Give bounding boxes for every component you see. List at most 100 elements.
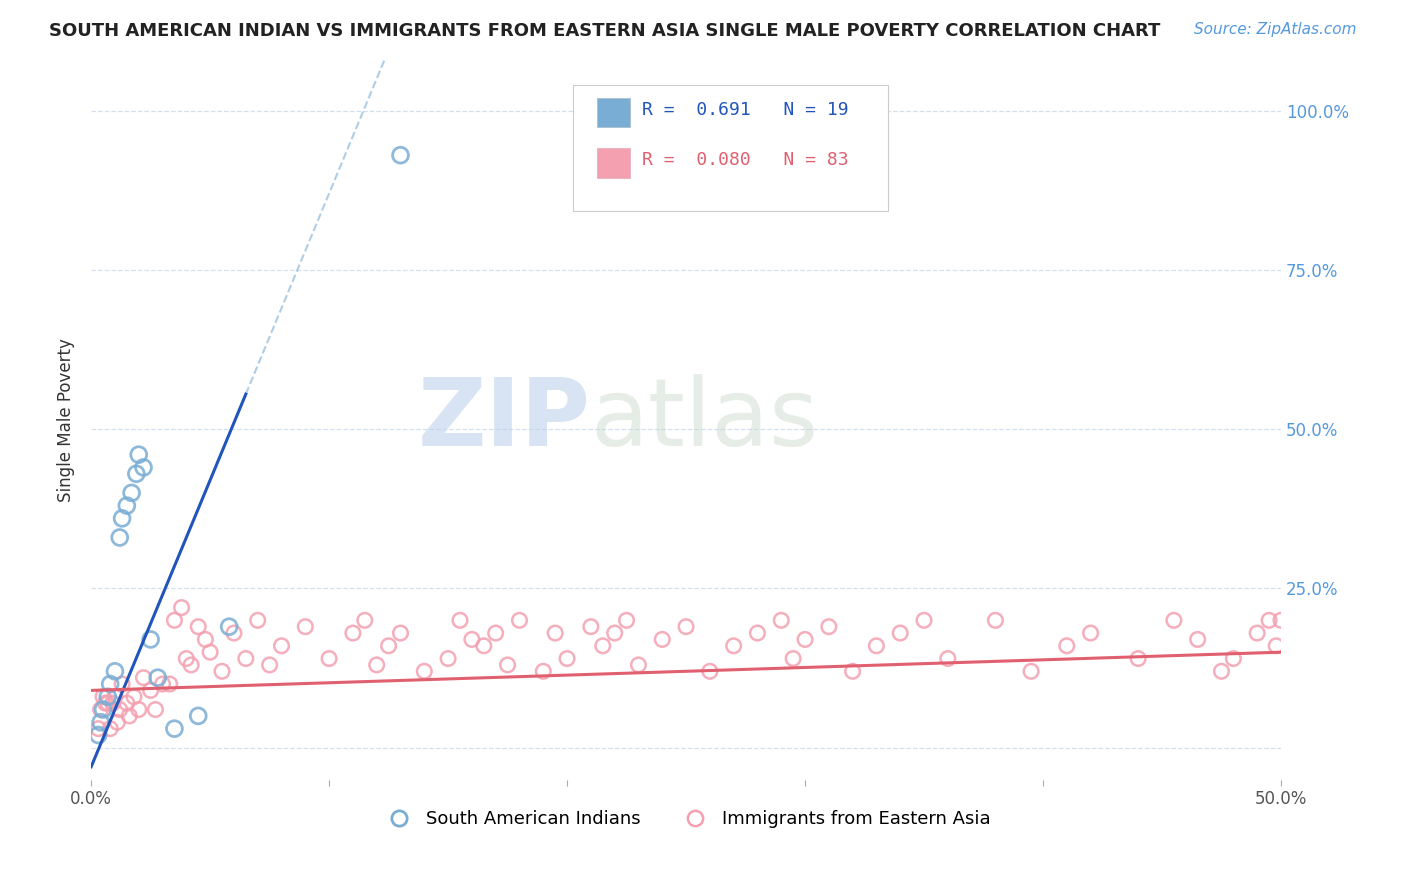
Point	[841, 665, 863, 679]
Point	[912, 613, 935, 627]
Point	[170, 600, 193, 615]
Point	[1056, 639, 1078, 653]
Point	[90, 715, 112, 730]
Point	[108, 702, 131, 716]
Point	[1187, 632, 1209, 647]
Point	[139, 683, 162, 698]
Point	[105, 715, 128, 730]
Point	[104, 690, 127, 704]
Point	[152, 677, 174, 691]
Point	[187, 620, 209, 634]
Point	[699, 665, 721, 679]
Point	[794, 632, 817, 647]
Point	[817, 620, 839, 634]
Point	[1270, 613, 1292, 627]
Point	[747, 626, 769, 640]
Point	[496, 657, 519, 672]
Point	[108, 531, 131, 545]
Point	[342, 626, 364, 640]
Point	[91, 702, 114, 716]
Point	[544, 626, 567, 640]
Point	[318, 651, 340, 665]
Point	[1211, 665, 1233, 679]
Point	[508, 613, 530, 627]
Point	[294, 620, 316, 634]
Point	[163, 613, 186, 627]
Point	[94, 696, 117, 710]
Point	[222, 626, 245, 640]
Text: SOUTH AMERICAN INDIAN VS IMMIGRANTS FROM EASTERN ASIA SINGLE MALE POVERTY CORREL: SOUTH AMERICAN INDIAN VS IMMIGRANTS FROM…	[49, 22, 1160, 40]
Point	[115, 499, 138, 513]
Point	[187, 709, 209, 723]
Point	[111, 677, 134, 691]
Point	[413, 665, 436, 679]
Point	[723, 639, 745, 653]
Point	[97, 696, 120, 710]
Point	[531, 665, 554, 679]
Point	[437, 651, 460, 665]
Point	[101, 696, 124, 710]
Point	[146, 671, 169, 685]
Point	[555, 651, 578, 665]
Point	[211, 665, 233, 679]
Point	[104, 665, 127, 679]
Point	[90, 702, 112, 716]
Point	[132, 460, 155, 475]
Point	[1246, 626, 1268, 640]
Point	[246, 613, 269, 627]
Point	[259, 657, 281, 672]
Point	[865, 639, 887, 653]
Point	[770, 613, 793, 627]
Point	[128, 702, 150, 716]
Point	[377, 639, 399, 653]
Point	[87, 722, 110, 736]
Text: R =  0.080   N = 83: R = 0.080 N = 83	[643, 152, 849, 169]
Point	[1080, 626, 1102, 640]
Point	[115, 696, 138, 710]
Text: Source: ZipAtlas.com: Source: ZipAtlas.com	[1194, 22, 1357, 37]
Point	[936, 651, 959, 665]
Point	[132, 671, 155, 685]
Point	[472, 639, 495, 653]
Text: R =  0.691   N = 19: R = 0.691 N = 19	[643, 101, 849, 119]
Point	[1265, 639, 1288, 653]
Point	[782, 651, 804, 665]
Point	[121, 486, 143, 500]
Point	[353, 613, 375, 627]
Point	[449, 613, 471, 627]
Point	[1128, 651, 1150, 665]
Point	[651, 632, 673, 647]
Point	[118, 709, 141, 723]
Point	[984, 613, 1007, 627]
Point	[389, 148, 412, 162]
Point	[98, 677, 121, 691]
Point	[111, 511, 134, 525]
Point	[461, 632, 484, 647]
Point	[485, 626, 508, 640]
Point	[1258, 613, 1281, 627]
Point	[592, 639, 614, 653]
Point	[889, 626, 911, 640]
FancyBboxPatch shape	[574, 85, 889, 211]
Point	[389, 626, 412, 640]
FancyBboxPatch shape	[596, 98, 630, 128]
Point	[91, 690, 114, 704]
Legend: South American Indians, Immigrants from Eastern Asia: South American Indians, Immigrants from …	[374, 803, 998, 836]
Point	[122, 690, 145, 704]
Point	[1163, 613, 1185, 627]
FancyBboxPatch shape	[596, 148, 630, 178]
Point	[1019, 665, 1042, 679]
Text: ZIP: ZIP	[418, 374, 591, 466]
Point	[159, 677, 181, 691]
Point	[194, 632, 217, 647]
Point	[198, 645, 221, 659]
Point	[176, 651, 198, 665]
Point	[128, 448, 150, 462]
Point	[163, 722, 186, 736]
Point	[98, 722, 121, 736]
Point	[603, 626, 626, 640]
Point	[97, 690, 120, 704]
Point	[218, 620, 240, 634]
Point	[87, 728, 110, 742]
Point	[1222, 651, 1244, 665]
